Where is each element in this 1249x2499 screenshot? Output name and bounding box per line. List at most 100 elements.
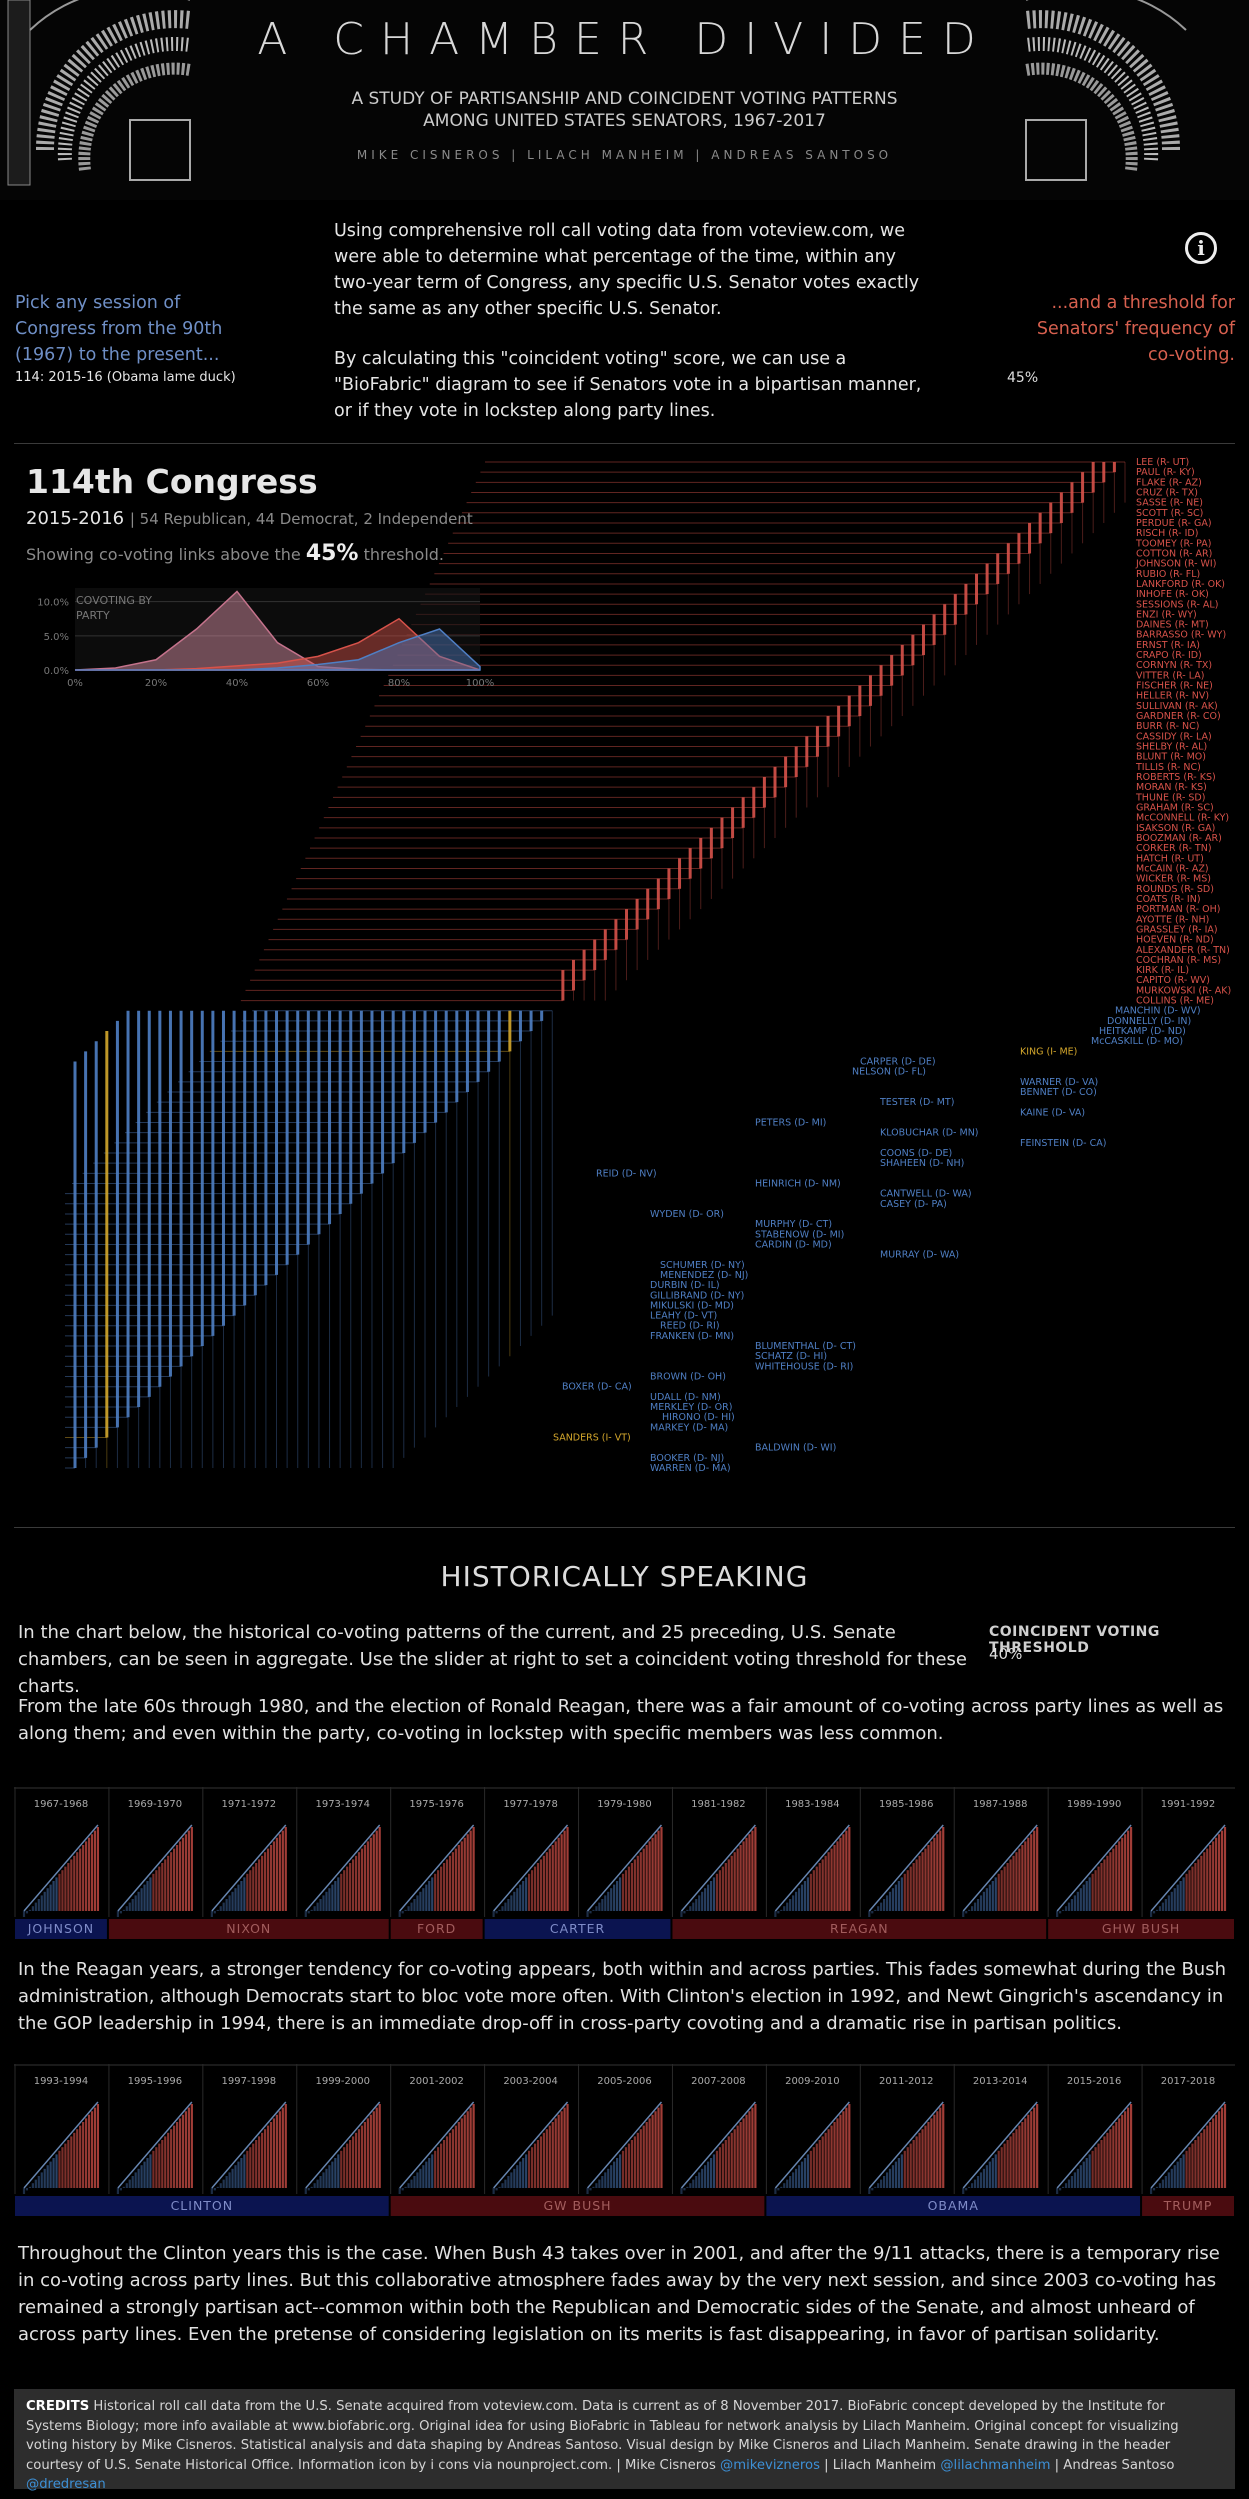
- senator-label: ALEXANDER (R- TN): [1136, 945, 1230, 956]
- thumb-diagonal: [1056, 1824, 1132, 1912]
- thumb-diagonal: [774, 1824, 850, 1912]
- thumb-diagonal: [868, 2101, 944, 2189]
- session-label: 2005-2006: [597, 2076, 652, 2087]
- history-title: HISTORICALLY SPEAKING: [440, 1560, 809, 1593]
- session-label: 2003-2004: [503, 2076, 558, 2087]
- thumb-diagonal: [117, 1824, 193, 1912]
- thumb-diagonal: [1150, 2101, 1226, 2189]
- senator-label: PERDUE (R- GA): [1136, 518, 1212, 529]
- credits-label: CREDITS: [26, 2399, 90, 2414]
- senator-label: MANCHIN (D- WV): [1115, 1006, 1201, 1017]
- years-text: 2015-2016: [26, 508, 125, 529]
- senator-label: RISCH (R- ID): [1136, 528, 1198, 539]
- twitter-link-santoso[interactable]: @dredresan: [26, 2477, 106, 2492]
- president-label: TRUMP: [1163, 2198, 1213, 2213]
- president-band: [390, 1919, 483, 1939]
- president-label: JOHNSON: [27, 1921, 94, 1936]
- president-label: GHW BUSH: [1102, 1921, 1180, 1936]
- thumb-diagonal: [586, 1824, 663, 1912]
- senator-label: PORTMAN (R- OH): [1136, 904, 1220, 915]
- history-row-1: 1967-1968 1969-1970 1971-1972 1973-1974 1975…: [14, 1787, 1235, 1939]
- history-threshold-slider[interactable]: 40%: [989, 1645, 1023, 1663]
- session-thumbnail: [1149, 2101, 1227, 2194]
- senator-label: SANDERS (I- VT): [553, 1433, 631, 1444]
- thumb-diagonal: [493, 1824, 569, 1912]
- threshold-note: Showing co-voting links above the 45% th…: [26, 541, 444, 566]
- session-label: 1975-1976: [409, 1799, 464, 1810]
- divider: [14, 443, 1235, 444]
- senator-label: MORAN (R- KS): [1136, 782, 1207, 793]
- thumb-diagonal: [774, 2101, 850, 2189]
- twitter-link-manheim[interactable]: @lilachmanheim: [940, 2457, 1051, 2473]
- page-subtitle: A STUDY OF PARTISANSHIP AND COINCIDENT V…: [205, 88, 1044, 132]
- president-band: [108, 1919, 389, 1939]
- senator-label: BENNET (D- CO): [1020, 1087, 1097, 1098]
- senator-label: BOXER (D- CA): [562, 1382, 632, 1393]
- session-thumbnail: [22, 1824, 100, 1917]
- thumb-diagonal: [23, 1824, 99, 1912]
- congress-title: 114th Congress: [26, 462, 318, 501]
- senator-label: FEINSTEIN (D- CA): [1020, 1138, 1106, 1149]
- senator-label: CRUZ (R- TX): [1136, 487, 1198, 498]
- senator-label: WARREN (D- MA): [650, 1463, 731, 1474]
- senator-label: CORNYN (R- TX): [1136, 660, 1212, 671]
- credits-sep: | Andreas Santoso: [1050, 2457, 1175, 2473]
- thumb-diagonal: [23, 2101, 99, 2189]
- senator-label: CORKER (R- TN): [1136, 843, 1212, 854]
- thumb-diagonal: [1150, 1824, 1226, 1912]
- senator-label: CAPITO (R- WV): [1136, 975, 1210, 986]
- history-paragraph-2: From the late 60s through 1980, and the …: [18, 1696, 1224, 1744]
- senator-label: McCASKILL (D- MO): [1091, 1036, 1183, 1047]
- info-icon[interactable]: i: [1185, 232, 1217, 264]
- senator-label: FRANKEN (D- MN): [650, 1331, 734, 1342]
- session-thumbnail: [492, 1824, 569, 1917]
- president-band: [484, 1919, 671, 1939]
- thumb-diagonal: [868, 1824, 944, 1912]
- senator-label: SULLIVAN (R- AK): [1136, 701, 1218, 712]
- thumb-diagonal: [399, 2101, 475, 2189]
- session-thumbnail: [962, 1824, 1039, 1917]
- senator-label: TILLIS (R- NC): [1135, 762, 1201, 773]
- credits-sep: | Lilach Manheim: [819, 2457, 941, 2473]
- senator-label: MIKULSKI (D- MD): [650, 1300, 734, 1311]
- senator-label: ROUNDS (R- SD): [1136, 884, 1214, 895]
- senator-label: LEE (R- UT): [1136, 457, 1189, 468]
- session-label: 1991-1992: [1161, 1799, 1216, 1810]
- senator-label: HELLER (R- NV): [1136, 691, 1209, 702]
- senator-label: PAUL (R- KY): [1136, 467, 1195, 478]
- senator-label: WARNER (D- VA): [1020, 1077, 1098, 1088]
- president-band: [1142, 2196, 1234, 2216]
- covoting-by-party-chart: COVOTING BY PARTY 10.0% 5.0% 0.0%0% 20% 40% 60%…: [37, 588, 494, 689]
- senator-label: GRAHAM (R- SC): [1136, 802, 1214, 813]
- threshold-slider[interactable]: 45%: [1007, 370, 1039, 386]
- senator-label: REED (D- RI): [660, 1321, 720, 1332]
- history-threshold-label: COINCIDENT VOTING THRESHOLD: [989, 1624, 1160, 1656]
- thumb-diagonal: [493, 2101, 569, 2189]
- intro-paragraph-1: Using comprehensive roll call voting dat…: [334, 221, 920, 319]
- senator-label: KING (I- ME): [1020, 1046, 1077, 1057]
- credits: CREDITS Historical roll call data from t…: [14, 2389, 1235, 2492]
- twitter-link-cisneros[interactable]: @mikevizneros: [720, 2457, 820, 2473]
- x-tick-label: 20%: [145, 678, 167, 689]
- senator-label: TESTER (D- MT): [879, 1097, 954, 1108]
- header: A CHAMBER DIVIDED A STUDY OF PARTISANSHI…: [0, 0, 1249, 200]
- history-paragraph-3: In the Reagan years, a stronger tendency…: [18, 1959, 1227, 2034]
- president-band: [1048, 1919, 1234, 1939]
- thumb-diagonal: [680, 1824, 756, 1912]
- senator-label: DURBIN (D- IL): [650, 1280, 720, 1291]
- session-label: 1973-1974: [315, 1799, 370, 1810]
- president-label: OBAMA: [928, 2198, 979, 2213]
- senator-label: NELSON (D- FL): [852, 1067, 926, 1078]
- senator-label: VITTER (R- LA): [1136, 670, 1204, 681]
- senator-label: SCHATZ (D- HI): [755, 1351, 827, 1362]
- y-tick-label: 10.0%: [37, 598, 69, 609]
- senator-label: AYOTTE (R- NH): [1136, 914, 1209, 925]
- session-thumbnail: [210, 2101, 287, 2194]
- president-band: [15, 2196, 389, 2216]
- session-picker[interactable]: 114: 2015-16 (Obama lame duck): [15, 370, 236, 385]
- session-label: 1979-1980: [597, 1799, 652, 1810]
- senator-label: INHOFE (R- OK): [1136, 589, 1209, 600]
- president-band: [15, 1919, 107, 1939]
- y-tick-label: 0.0%: [44, 666, 69, 677]
- session-thumbnail: [868, 2101, 945, 2194]
